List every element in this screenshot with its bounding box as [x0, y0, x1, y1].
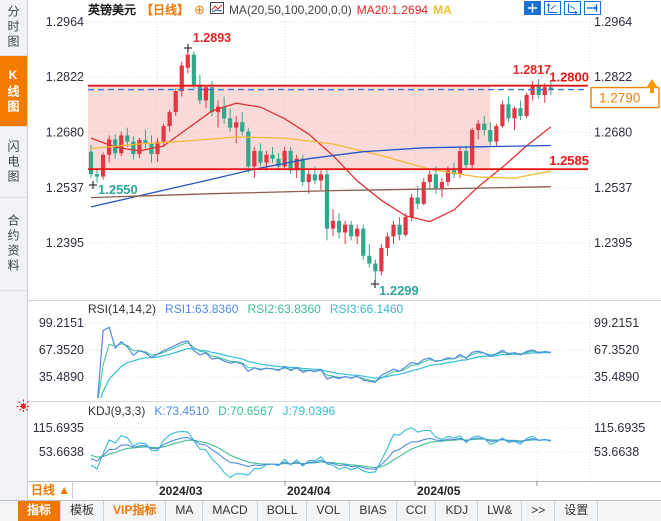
chart-style-icon[interactable]	[209, 2, 224, 17]
indicator-settings-icon[interactable]	[16, 399, 31, 419]
kdj-legend: KDJ(9,3,3) K:73.4510 D:70.6567 J:79.0396	[88, 404, 335, 418]
symbol-name: 英镑美元	[88, 3, 137, 17]
tab-templates[interactable]: 模板	[61, 501, 105, 521]
svg-text:35.4890: 35.4890	[39, 370, 84, 384]
x-axis-scale-icon[interactable]	[564, 1, 581, 15]
y-axis-label: 1.2395	[46, 236, 84, 250]
tab-bias[interactable]: BIAS	[350, 501, 397, 521]
sidebar-item-time-chart[interactable]: 分时图	[0, 0, 27, 56]
sidebar-item-lightning-chart[interactable]: 闪电图	[0, 127, 27, 198]
ma-line-MA100	[90, 144, 551, 208]
svg-text:115.6935: 115.6935	[33, 421, 84, 435]
tab-cci[interactable]: CCI	[397, 501, 437, 521]
level-label: 1.2585	[549, 153, 589, 168]
svg-text:53.6638: 53.6638	[594, 445, 639, 459]
x-axis-date-label: 2024/03	[159, 484, 203, 498]
gridlines	[88, 18, 591, 481]
price-annotation: 1.2299	[379, 283, 419, 298]
left-sidebar: 分时图 K线图 闪电图 合约资料	[0, 0, 28, 500]
ma-params-label: MA(20,50,100,200,0,0)	[228, 2, 352, 17]
price-up-arrow-icon	[646, 79, 658, 93]
tab-ma[interactable]: MA	[166, 501, 204, 521]
ma20-value: MA20:1.2694	[356, 2, 429, 17]
x-axis-date-label: 2024/04	[287, 484, 331, 498]
current-price-box[interactable]	[590, 86, 660, 109]
kdj-d-value: D:70.6567	[218, 404, 274, 418]
tab-macd[interactable]: MACD	[203, 501, 258, 521]
period-label[interactable]: 【日线】	[141, 3, 190, 17]
svg-text:99.2151: 99.2151	[594, 316, 639, 330]
sidebar-item-contract-info[interactable]: 合约资料	[0, 198, 27, 291]
rsi3-value: RSI3:66.1460	[329, 302, 404, 316]
y-axis-label: 1.2964	[594, 15, 632, 29]
kdj-j-value: J:79.0396	[282, 404, 336, 418]
y-axis-label: 1.2395	[594, 236, 632, 250]
rsi-legend: RSI(14,14,2) RSI1:63.8360 RSI2:63.8360 R…	[88, 302, 403, 316]
tab-boll[interactable]: BOLL	[258, 501, 308, 521]
ma-line-MA50	[90, 136, 551, 179]
level-label: 1.2800	[549, 70, 589, 85]
y-axis-label: 1.2822	[594, 70, 632, 84]
ma-line-MA20	[90, 102, 552, 223]
y-axis-label: 1.2680	[594, 125, 632, 139]
y-axis-label: 1.2964	[46, 15, 84, 29]
ma-line-MA200	[90, 186, 551, 199]
ma50-value: MA	[433, 2, 452, 17]
y-axis-scale-icon[interactable]	[544, 1, 561, 15]
price-annotation: 1.2817	[513, 63, 551, 77]
export-next-icon[interactable]	[584, 1, 601, 15]
chart-toolbar	[524, 1, 601, 15]
y-axis-label: 1.2537	[46, 181, 84, 195]
tab-vip-indicators[interactable]: VIP指标	[104, 501, 167, 521]
tab-lwr[interactable]: LW&	[478, 501, 523, 521]
y-axis-label: 1.2537	[594, 181, 632, 195]
svg-text:115.6935: 115.6935	[594, 421, 645, 435]
tab-settings[interactable]: 设置	[555, 501, 599, 521]
pan-tool-icon[interactable]	[524, 1, 541, 15]
tab-kdj[interactable]: KDJ	[436, 501, 479, 521]
add-indicator-icon[interactable]: ⊕	[194, 1, 205, 17]
svg-text:67.3520: 67.3520	[594, 343, 639, 357]
svg-text:35.4890: 35.4890	[594, 370, 639, 384]
period-selector-button[interactable]: 日线 ▲	[29, 482, 73, 499]
kdj-name[interactable]: KDJ(9,3,3)	[88, 404, 146, 418]
rsi2-value: RSI2:63.8360	[247, 302, 321, 316]
svg-text:67.3520: 67.3520	[39, 343, 84, 357]
kdj-k-value: K:73.4510	[154, 404, 210, 418]
svg-text:99.2151: 99.2151	[39, 316, 84, 330]
rsi1-value: RSI1:63.8360	[165, 302, 239, 316]
current-price-value: 1.2790	[599, 91, 640, 106]
price-annotation: 1.2893	[193, 31, 231, 45]
tab-more[interactable]: >>	[522, 501, 556, 521]
candlestick-chart[interactable]: 1.2800 1.2585 1.2790 1.2964 1.2964 1.2822 1.28…	[0, 0, 661, 500]
ma-lines	[90, 102, 552, 223]
price-annotation: 1.2550	[98, 182, 138, 197]
tab-vol[interactable]: VOL	[307, 501, 351, 521]
tab-indicators[interactable]: 指标	[18, 501, 62, 521]
sidebar-item-kline-chart[interactable]: K线图	[0, 56, 27, 127]
y-axis-label: 1.2822	[46, 70, 84, 84]
chart-area[interactable]: 1.2800 1.2585 1.2790 1.2964 1.2964 1.2822 1.28…	[0, 0, 661, 500]
x-axis-date-label: 2024/05	[417, 484, 461, 498]
chart-legend: 英镑美元 【日线】 ⊕ MA(20,50,100,200,0,0) MA20:1…	[88, 1, 452, 18]
bottom-toolbar: 指标 模板 VIP指标 MA MACD BOLL VOL BIAS CCI KD…	[0, 500, 661, 521]
rsi-name[interactable]: RSI(14,14,2)	[88, 302, 157, 316]
y-axis-label: 1.2680	[46, 125, 84, 139]
svg-text:53.6638: 53.6638	[39, 445, 84, 459]
